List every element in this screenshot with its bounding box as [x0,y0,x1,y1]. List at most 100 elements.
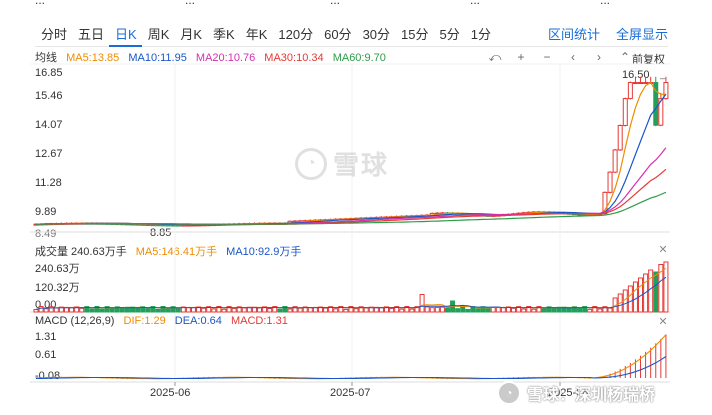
volume-legend-title: 成交量 240.63万手 [35,246,127,258]
volume-bar [419,294,425,313]
watermark-text: 雪球 [333,150,390,180]
volume-bar [389,307,395,313]
dea-line [36,356,667,380]
ma60-label: MA60:9.70 [332,52,386,64]
volume-bar [155,308,161,313]
volume-bar [394,306,400,313]
volume-bar [94,306,100,313]
range-stats-button[interactable]: 区间统计 [547,27,600,42]
watermark-corner: ◔ 雪球：深圳杨瑞桥 [497,381,655,405]
volume-bar [597,308,603,313]
volume-bar [231,308,237,313]
volume-bar [551,307,557,313]
volume-bar [221,308,227,313]
zoom-in-icon[interactable]: + [517,50,525,64]
volume-bar [190,307,196,313]
tab-daily-k[interactable]: 日K [109,20,142,47]
volume-bar [378,307,384,313]
volume-bar [307,307,313,313]
volume-bar [226,306,232,313]
tab-15min[interactable]: 15分 [401,27,429,42]
volume-bar [353,308,359,313]
volume-bar [328,306,334,313]
candle-body [622,98,628,126]
candle-body [627,82,633,100]
undo-icon[interactable]: ⤺ [488,50,502,64]
header-cut-text: ... [185,0,196,7]
prev-icon[interactable]: ‹ [571,50,575,64]
volume-bar [511,307,517,313]
volume-bar [434,306,440,313]
volume-bar [302,306,308,313]
next-icon[interactable]: › [597,50,601,64]
volume-bar [236,306,242,313]
price-axis-label: 14.07 [35,119,63,131]
tab-yearly-k[interactable]: 年K [245,27,268,42]
volume-bar [277,308,283,313]
volume-bar [119,307,125,313]
volume-bar [566,307,572,313]
collapse-icon[interactable]: ⌃ [619,50,631,64]
fullscreen-button[interactable]: 全屏显示 [615,27,668,42]
tab-weekly-k[interactable]: 周K [147,27,170,42]
price-axis-label: 12.67 [35,148,63,160]
candle-body [653,82,659,126]
volume-bar [648,269,654,313]
volume-axis-label: 240.63万 [35,263,80,275]
tab-60min[interactable]: 60分 [324,27,352,42]
tab-30min[interactable]: 30分 [362,27,391,42]
zoom-out-icon[interactable]: − [543,50,551,64]
tab-120min[interactable]: 120分 [278,27,314,42]
volume-bar [267,308,273,313]
tab-monthly-k[interactable]: 月K [180,27,203,42]
volume-bar [663,261,669,313]
volume-bar [201,307,207,313]
macd-axis-label: 1.31 [35,331,57,343]
tab-wuri[interactable]: 五日 [78,27,105,42]
volume-bar [582,306,588,313]
price-axis-label: 16.85 [35,67,63,79]
volume-ma5-line [35,268,667,310]
volume-bar [282,306,288,313]
volume-ma10-line [35,276,667,310]
volume-bar [358,306,364,313]
price-axis-label: 9.89 [35,206,57,218]
volume-ma10-label: MA10:92.9万手 [226,246,302,258]
macd-value-label: MACD:1.31 [230,315,288,327]
volume-bar [297,307,303,313]
volume-bar [602,306,608,313]
volume-bar [38,306,44,313]
dif-line [35,334,667,380]
adjust-mode-button[interactable]: 前复权 [632,54,665,66]
tab-quarterly-k[interactable]: 季K [213,27,235,42]
volume-bar [541,307,547,313]
tab-fenshi[interactable]: 分时 [41,27,68,42]
high-price-label: 16.50 [622,69,650,81]
volume-bar [546,306,552,313]
volume-bar [536,306,542,313]
candle-body [638,82,644,85]
volume-bar [465,308,471,313]
volume-bar [495,306,501,313]
ma20-label: MA20:10.76 [195,52,256,64]
tab-5min[interactable]: 5分 [439,27,460,42]
close-volume-icon[interactable]: ✕ [658,244,668,256]
volume-bar [160,306,166,313]
header-cut-text: ... [470,0,481,7]
volume-ma5-label: MA5:146.41万手 [135,246,218,258]
volume-bar [444,307,450,313]
watermark-corner-text: 雪球：深圳杨瑞桥 [527,387,656,404]
volume-bar [109,307,115,313]
volume-bar [272,306,278,313]
volume-bar [607,307,613,313]
close-macd-icon[interactable]: ✕ [658,316,668,328]
volume-bar [577,308,583,313]
volume-bar [287,308,293,313]
volume-bar [165,308,171,313]
volume-bar [404,306,410,313]
volume-bar [79,307,85,313]
tab-1min[interactable]: 1分 [470,27,491,42]
volume-bar [485,307,491,313]
volume-bar [323,307,329,313]
